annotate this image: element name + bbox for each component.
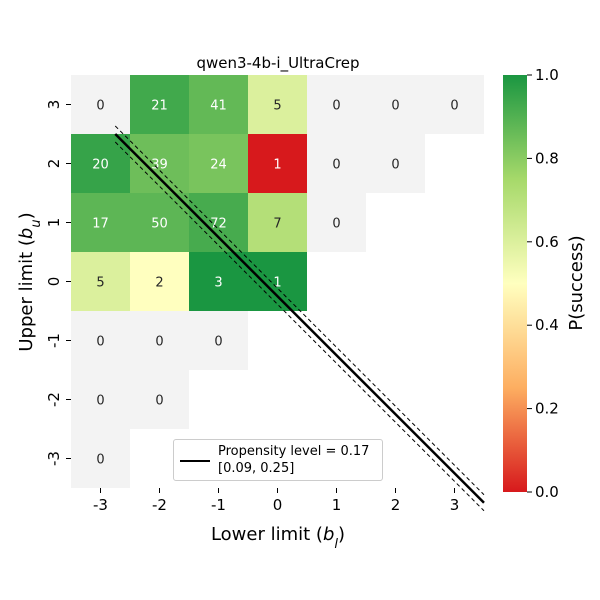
cell-count-label: 0 — [214, 335, 222, 350]
cell-count-label: 21 — [151, 99, 168, 114]
heatmap-cell — [425, 75, 484, 134]
cell-count-label: 0 — [332, 217, 340, 232]
cell-count-label: 2 — [155, 276, 163, 291]
cell-count-label: 50 — [151, 217, 168, 232]
colorbar-tick-label: 0.8 — [535, 149, 559, 167]
cell-count-label: 41 — [210, 99, 227, 114]
heatmap-cell — [307, 134, 366, 193]
x-tick-label: 0 — [273, 496, 283, 514]
x-tick-label: 2 — [391, 496, 401, 514]
colorbar-label: P(success) — [566, 235, 587, 330]
x-axis-label: Lower limit (bl) — [211, 524, 345, 552]
heatmap-cell — [71, 252, 130, 311]
heatmap-cell — [130, 75, 189, 134]
heatmap-cell — [189, 193, 248, 252]
cell-count-label: 20 — [92, 158, 109, 173]
cell-count-label: 72 — [210, 217, 227, 232]
colorbar-tick-label: 0.4 — [535, 316, 559, 334]
cell-count-label: 24 — [210, 158, 227, 173]
colorbar-tick-label: 0.0 — [535, 483, 559, 501]
heatmap-cell — [307, 75, 366, 134]
ci-upper-line — [114, 125, 485, 496]
cell-count-label: 5 — [96, 276, 104, 291]
cell-count-label: 0 — [96, 99, 104, 114]
cell-count-label: 0 — [332, 99, 340, 114]
heatmap-cell — [366, 75, 425, 134]
heatmap-cell — [248, 134, 307, 193]
colorbar — [503, 75, 527, 492]
cell-count-label: 1 — [273, 158, 281, 173]
heatmap-cell — [71, 134, 130, 193]
heatmap-cell — [71, 429, 130, 488]
cell-count-label: 5 — [273, 99, 281, 114]
heatmap-cell — [248, 252, 307, 311]
cell-count-label: 1 — [273, 276, 281, 291]
heatmap-cell — [248, 193, 307, 252]
cell-count-label: 39 — [151, 158, 168, 173]
y-tick-label: 1 — [45, 218, 63, 228]
colorbar-ticks: 0.0 0.2 0.4 0.6 0.8 1.0 — [527, 66, 559, 501]
y-tick-label: 2 — [45, 159, 63, 169]
legend-ci-label: [0.09, 0.25] — [218, 461, 295, 476]
colorbar-tick-label: 1.0 — [535, 66, 559, 84]
cell-count-label: 0 — [155, 394, 163, 409]
ci-lower-line — [114, 141, 485, 512]
legend-label: Propensity level = 0.17 — [218, 444, 370, 459]
heatmap-cell — [307, 193, 366, 252]
y-tick-label: -2 — [45, 392, 63, 407]
cell-count-label: 0 — [450, 99, 458, 114]
y-axis-label: Upper limit (bu) — [16, 212, 44, 351]
heatmap-cells: 0 21 41 5 0 0 020 39 24 1 0 017 50 72 7 05 2 3 10 0 00 00 — [71, 75, 484, 488]
colorbar-tick-label: 0.2 — [535, 400, 559, 418]
colorbar-tick-label: 0.6 — [535, 233, 559, 251]
cell-count-label: 0 — [96, 394, 104, 409]
heatmap-cell — [130, 370, 189, 429]
cell-count-label: 0 — [391, 158, 399, 173]
x-tick-label: -3 — [93, 496, 108, 514]
heatmap-cell — [71, 370, 130, 429]
heatmap-cell — [130, 311, 189, 370]
heatmap-cell — [71, 311, 130, 370]
propensity-line — [114, 133, 485, 504]
y-tick-label: -1 — [45, 333, 63, 348]
cell-count-label: 0 — [155, 335, 163, 350]
legend: Propensity level = 0.17 [0.09, 0.25] — [173, 439, 383, 481]
cell-count-label: 0 — [96, 453, 104, 468]
y-tick-label: 0 — [45, 277, 63, 287]
heatmap-cell — [189, 134, 248, 193]
cell-count-label: 0 — [332, 158, 340, 173]
y-tick-label: -3 — [45, 451, 63, 466]
cell-count-label: 17 — [92, 217, 109, 232]
cell-count-label: 0 — [96, 335, 104, 350]
heatmap-cell — [130, 134, 189, 193]
chart-title: qwen3-4b-i_UltraCrep — [196, 54, 359, 73]
heatmap-cell — [248, 75, 307, 134]
heatmap-cell — [189, 252, 248, 311]
heatmap-cell — [189, 75, 248, 134]
x-tick-label: 1 — [332, 496, 342, 514]
heatmap-cell — [71, 193, 130, 252]
x-tick-label: 3 — [450, 496, 460, 514]
cell-count-label: 0 — [391, 99, 399, 114]
heatmap-cell — [71, 75, 130, 134]
legend-line-swatch — [180, 460, 210, 462]
cell-count-label: 7 — [273, 217, 281, 232]
x-tick-label: -1 — [211, 496, 226, 514]
heatmap-cell — [130, 193, 189, 252]
heatmap-cell — [130, 252, 189, 311]
propensity-lines — [114, 125, 485, 512]
y-tick-label: 3 — [45, 100, 63, 110]
cell-count-label: 3 — [214, 276, 222, 291]
heatmap-cell — [189, 311, 248, 370]
heatmap-cell — [366, 134, 425, 193]
x-tick-label: -2 — [152, 496, 167, 514]
